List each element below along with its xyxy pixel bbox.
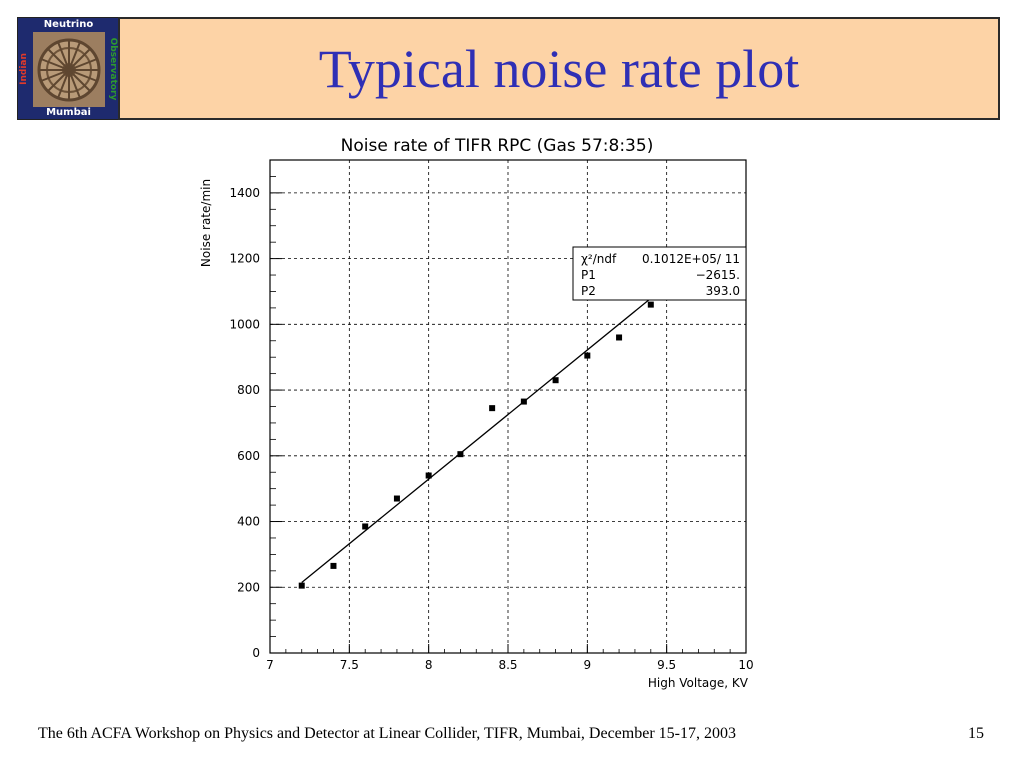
stats-value: 0.1012E+05/ 11	[642, 252, 740, 266]
stats-label: P2	[581, 284, 596, 298]
chart-title: Noise rate of TIFR RPC (Gas 57:8:35)	[341, 136, 654, 156]
logo-right-text: Observatory	[108, 37, 118, 100]
stats-label: χ²/ndf	[581, 252, 617, 266]
y-tick-label: 400	[237, 515, 260, 529]
x-tick-label: 8.5	[498, 658, 517, 672]
y-tick-label: 1200	[229, 252, 260, 266]
logo-top-text: Neutrino	[43, 19, 94, 30]
data-point	[552, 377, 559, 384]
data-point	[362, 523, 369, 530]
page-number: 15	[968, 725, 984, 742]
x-tick-label: 7.5	[340, 658, 359, 672]
data-point	[425, 472, 432, 479]
stats-label: P1	[581, 268, 596, 282]
y-tick-label: 0	[252, 646, 260, 660]
stats-box-frame	[572, 246, 747, 301]
fit-stats-box: χ²/ndf 0.1012E+05/ 11 P1 −2615. P2 393.0	[572, 246, 747, 301]
institute-logo: Neutrino Indian Observatory Mumbai	[17, 17, 120, 120]
y-tick-label: 800	[237, 383, 260, 397]
y-tick-label: 1400	[229, 186, 260, 200]
data-point	[647, 301, 654, 308]
x-tick-label: 9.5	[657, 658, 676, 672]
x-tick-label: 7	[266, 658, 274, 672]
y-tick-label: 1000	[229, 317, 260, 331]
y-tick-label: 600	[237, 449, 260, 463]
data-point	[298, 582, 305, 589]
stats-value: 393.0	[706, 284, 740, 298]
data-point	[520, 398, 527, 405]
slide-footer: The 6th ACFA Workshop on Physics and Det…	[38, 725, 736, 742]
data-point	[457, 451, 464, 458]
logo-left-text: Indian	[19, 52, 29, 85]
data-point	[489, 405, 496, 412]
title-banner: Typical noise rate plot	[118, 17, 1000, 120]
x-tick-label: 9	[584, 658, 592, 672]
y-tick-label: 200	[237, 580, 260, 594]
x-tick-label: 10	[738, 658, 753, 672]
data-point	[616, 334, 623, 341]
noise-rate-chart: Noise rate of TIFR RPC (Gas 57:8:35) Noi…	[199, 136, 754, 690]
data-point	[584, 352, 591, 359]
wheel-emblem-icon	[33, 32, 105, 107]
slide-title: Typical noise rate plot	[318, 38, 800, 99]
logo-bottom-text: Mumbai	[46, 107, 91, 118]
y-axis-label: Noise rate/min	[199, 179, 213, 267]
data-point	[330, 562, 337, 569]
data-point	[393, 495, 400, 502]
stats-value: −2615.	[696, 268, 740, 282]
x-tick-label: 8	[425, 658, 433, 672]
fit-line	[301, 274, 680, 583]
x-axis-label: High Voltage, KV	[648, 676, 749, 690]
